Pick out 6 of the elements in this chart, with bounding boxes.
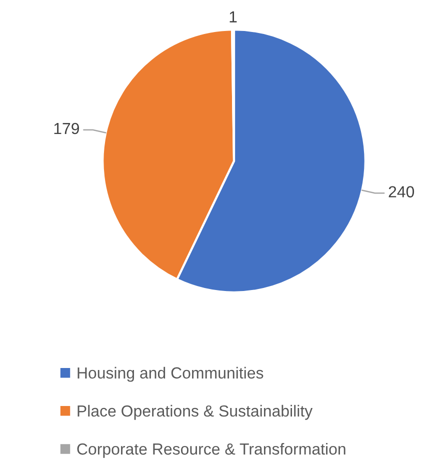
data-label: 1 [230, 11, 237, 22]
data-label: 240 [388, 186, 414, 198]
legend-label: Corporate Resource & Transformation [77, 442, 346, 458]
data-label: 179 [54, 122, 79, 134]
legend-label: Place Operations & Sustainability [78, 404, 313, 420]
legend-label: Housing and Communities [78, 366, 264, 382]
